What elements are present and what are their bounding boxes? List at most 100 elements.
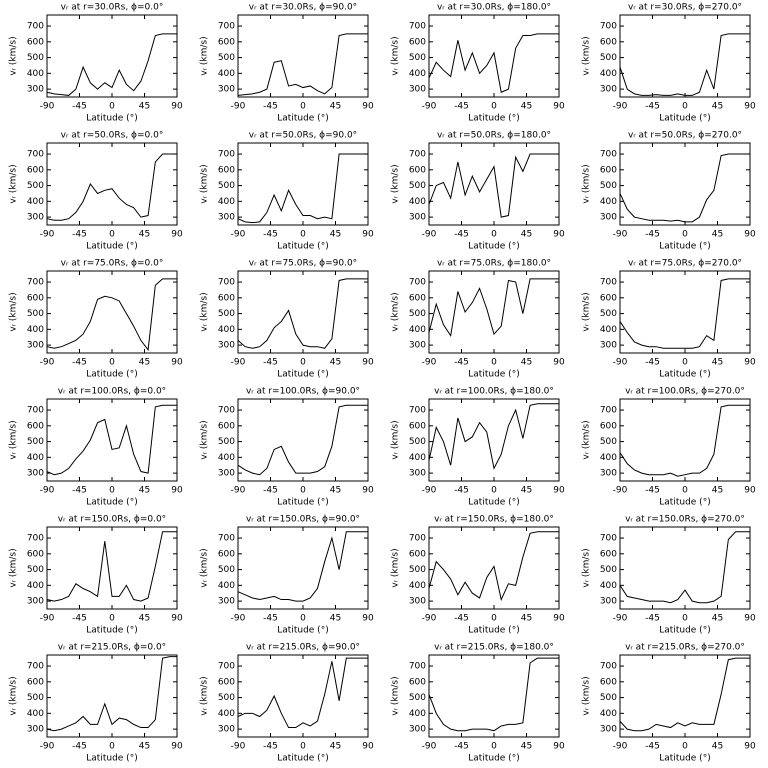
y-tick-label: 600: [27, 421, 44, 431]
y-tick-label: 700: [27, 278, 44, 288]
x-tick-label: -90: [613, 102, 628, 112]
y-tick-label: 700: [600, 22, 617, 32]
panel-title: vᵣ at r=50.0Rs, ϕ=0.0°: [61, 131, 164, 141]
y-tick-label: 400: [409, 197, 426, 207]
y-axis-label: vᵣ (km/s): [9, 36, 19, 75]
y-tick-label: 600: [218, 165, 235, 175]
plot-frame: [428, 270, 560, 354]
panel-title: vᵣ at r=100.0Rs, ϕ=270.0°: [625, 387, 745, 397]
y-tick-label: 700: [218, 534, 235, 544]
x-tick-label: 45: [139, 358, 150, 368]
x-axis-label: Latitude (°): [468, 114, 519, 124]
x-tick-label: -90: [40, 486, 55, 496]
x-tick-label: -90: [613, 358, 628, 368]
y-tick-label: 400: [600, 69, 617, 79]
y-axis-label: vᵣ (km/s): [9, 292, 19, 331]
y-axis-label: vᵣ (km/s): [582, 36, 592, 75]
panel: vᵣ at r=50.0Rs, ϕ=270.0° Latitude (°) vᵣ (…: [582, 131, 756, 252]
y-tick-label: 700: [409, 150, 426, 160]
y-tick-label: 400: [409, 581, 426, 591]
y-tick-label: 700: [27, 150, 44, 160]
x-tick-label: 0: [300, 614, 306, 624]
panel-title: vᵣ at r=30.0Rs, ϕ=90.0°: [249, 3, 357, 13]
y-axis-label: vᵣ (km/s): [391, 548, 401, 587]
data-line: [619, 153, 750, 223]
panel: vᵣ at r=150.0Rs, ϕ=270.0° Latitude (°) vᵣ …: [582, 515, 756, 636]
data-line: [237, 153, 368, 224]
y-tick-label: 600: [600, 37, 617, 47]
y-tick-label: 700: [409, 22, 426, 32]
x-tick-label: 45: [139, 486, 150, 496]
plot-frame: [46, 142, 178, 226]
y-tick-label: 300: [218, 341, 235, 351]
y-tick-label: 400: [27, 197, 44, 207]
y-tick-label: 300: [600, 213, 617, 223]
x-tick-label: 0: [682, 358, 688, 368]
x-axis-label: Latitude (°): [277, 370, 328, 380]
plot-frame: [428, 14, 560, 98]
x-tick-label: -90: [231, 614, 246, 624]
y-tick-label: 500: [218, 437, 235, 447]
data-line: [428, 153, 559, 218]
x-axis-label: Latitude (°): [277, 626, 328, 636]
y-tick-label: 300: [409, 469, 426, 479]
x-tick-label: -45: [645, 358, 660, 368]
y-axis-label: vᵣ (km/s): [582, 292, 592, 331]
panel-title: vᵣ at r=75.0Rs, ϕ=180.0°: [437, 259, 551, 269]
x-tick-label: 45: [712, 614, 723, 624]
x-tick-label: -90: [422, 358, 437, 368]
x-axis-label: Latitude (°): [277, 754, 328, 764]
x-tick-label: 90: [744, 230, 756, 240]
x-tick-label: 45: [712, 742, 723, 752]
data-line: [428, 403, 559, 470]
panel: vᵣ at r=150.0Rs, ϕ=90.0° Latitude (°) vᵣ (…: [200, 515, 374, 636]
plot-frame: [237, 14, 369, 98]
plot-frame: [428, 142, 560, 226]
x-tick-label: 0: [682, 230, 688, 240]
y-tick-label: 600: [600, 421, 617, 431]
plot-frame: [619, 526, 751, 610]
y-axis-label: vᵣ (km/s): [200, 548, 210, 587]
y-tick-label: 500: [218, 693, 235, 703]
x-axis-label: Latitude (°): [468, 754, 519, 764]
x-tick-label: 90: [171, 102, 183, 112]
y-tick-label: 500: [27, 437, 44, 447]
panel: vᵣ at r=100.0Rs, ϕ=270.0° Latitude (°) vᵣ …: [582, 387, 756, 508]
y-tick-label: 400: [218, 325, 235, 335]
panel: vᵣ at r=100.0Rs, ϕ=90.0° Latitude (°) vᵣ (…: [200, 387, 374, 508]
x-axis-label: Latitude (°): [86, 498, 137, 508]
y-axis-label: vᵣ (km/s): [200, 292, 210, 331]
panel-title: vᵣ at r=150.0Rs, ϕ=90.0°: [246, 515, 360, 525]
x-tick-label: -90: [422, 614, 437, 624]
plot-frame: [237, 654, 369, 738]
y-tick-label: 600: [218, 549, 235, 559]
y-tick-label: 600: [409, 421, 426, 431]
y-tick-label: 500: [27, 53, 44, 63]
x-tick-label: 45: [330, 486, 341, 496]
y-axis-label: vᵣ (km/s): [391, 292, 401, 331]
y-tick-label: 600: [27, 549, 44, 559]
x-tick-label: -90: [422, 102, 437, 112]
y-tick-label: 600: [27, 165, 44, 175]
data-line: [237, 404, 368, 476]
x-axis-label: Latitude (°): [468, 242, 519, 252]
y-axis-label: vᵣ (km/s): [582, 548, 592, 587]
panel: vᵣ at r=50.0Rs, ϕ=0.0° Latitude (°) vᵣ (km…: [9, 131, 183, 252]
x-axis-label: Latitude (°): [468, 626, 519, 636]
y-axis-label: vᵣ (km/s): [391, 164, 401, 203]
y-tick-label: 300: [409, 725, 426, 735]
panel-title: vᵣ at r=215.0Rs, ϕ=180.0°: [434, 643, 554, 653]
y-tick-label: 300: [600, 469, 617, 479]
x-tick-label: -90: [231, 486, 246, 496]
x-tick-label: -45: [263, 486, 278, 496]
panel: vᵣ at r=100.0Rs, ϕ=0.0° Latitude (°) vᵣ (k…: [9, 387, 183, 508]
y-tick-label: 300: [600, 597, 617, 607]
plot-frame: [619, 270, 751, 354]
panel-title: vᵣ at r=215.0Rs, ϕ=270.0°: [625, 643, 745, 653]
x-tick-label: 90: [362, 230, 374, 240]
x-tick-label: -45: [645, 230, 660, 240]
x-axis-label: Latitude (°): [86, 370, 137, 380]
panel-title: vᵣ at r=100.0Rs, ϕ=90.0°: [246, 387, 360, 397]
x-axis-label: Latitude (°): [468, 370, 519, 380]
y-axis-label: vᵣ (km/s): [582, 164, 592, 203]
